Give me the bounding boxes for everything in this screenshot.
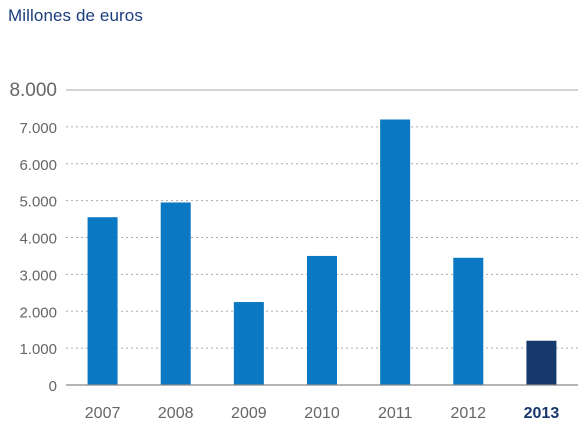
x-tick-label: 2011: [378, 405, 413, 422]
x-tick-label: 2012: [450, 405, 486, 422]
bar-2011: [380, 119, 411, 385]
bar-2012: [453, 257, 484, 385]
chart-title: Millones de euros: [8, 6, 143, 25]
y-tick-label: 5.000: [19, 194, 57, 211]
bar-2010: [307, 255, 337, 385]
x-tick-label: 2013: [524, 405, 560, 422]
bar-2013: [526, 340, 557, 385]
bar-2008: [160, 202, 191, 385]
y-tick-label: 8.000: [9, 80, 57, 101]
x-tick-label: 2009: [231, 405, 267, 422]
y-tick-label: 4.000: [19, 231, 57, 248]
y-tick-label: 3.000: [19, 267, 57, 284]
y-tick-label: 7.000: [19, 120, 57, 137]
y-tick-label: 0: [49, 378, 57, 395]
y-tick-label: 6.000: [19, 157, 57, 174]
x-tick-label: 2010: [304, 405, 340, 422]
bar-2009: [233, 302, 264, 385]
y-tick-label: 2.000: [19, 304, 57, 321]
bar-2007: [87, 217, 118, 385]
x-tick-label: 2007: [85, 405, 121, 422]
x-tick-label: 2008: [158, 405, 194, 422]
y-tick-label: 1.000: [19, 341, 57, 358]
